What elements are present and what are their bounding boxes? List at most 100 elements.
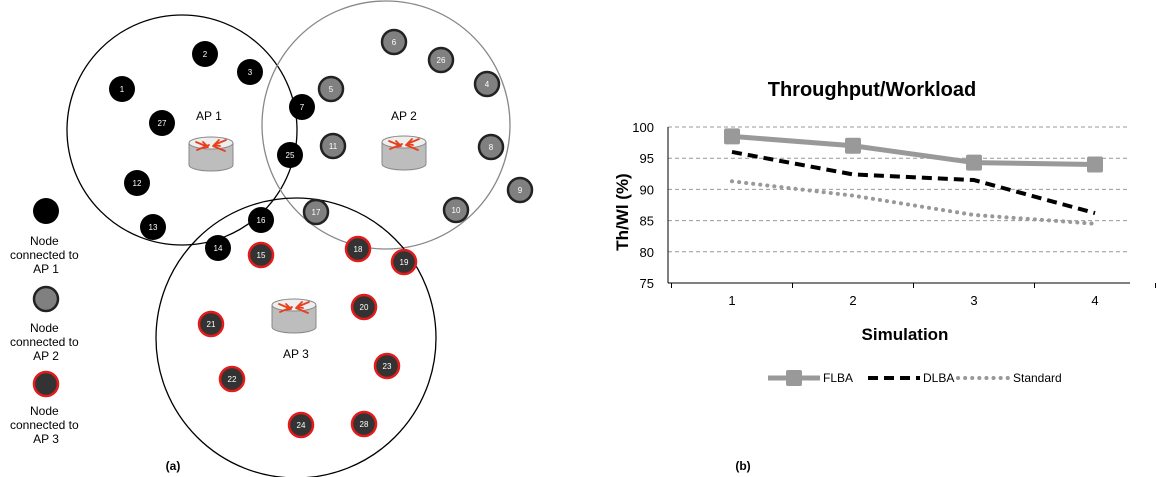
node-25: 25 xyxy=(277,142,303,168)
svg-text:7: 7 xyxy=(300,103,305,112)
svg-text:1: 1 xyxy=(120,85,125,94)
ap2-label: AP 2 xyxy=(391,109,417,123)
y-tick-label: 100 xyxy=(632,120,654,135)
svg-text:Node connected to: Node connected to AP 2 xyxy=(10,321,82,363)
svg-text:16: 16 xyxy=(257,216,266,225)
legend-ap1-swatch xyxy=(33,198,59,224)
legend-label-dlba: DLBA xyxy=(923,371,954,385)
svg-text:17: 17 xyxy=(312,208,321,217)
node-20: 20 xyxy=(350,293,378,321)
svg-text:15: 15 xyxy=(257,251,266,260)
series-line-dlba xyxy=(731,149,1096,216)
y-tick-label: 85 xyxy=(640,214,654,229)
router-icon xyxy=(188,136,234,172)
chart-gridlines xyxy=(667,126,1156,288)
legend-ap2-line1: Node xyxy=(30,321,59,335)
node-18: 18 xyxy=(344,235,372,263)
node-22: 22 xyxy=(218,365,246,393)
router-icon xyxy=(271,298,317,334)
node-23: 23 xyxy=(373,352,401,380)
svg-text:4: 4 xyxy=(485,80,490,89)
node-10: 10 xyxy=(442,196,470,224)
node-5: 5 xyxy=(317,75,345,103)
access-point-1: AP 1 xyxy=(188,109,234,172)
node-2: 2 xyxy=(192,41,218,67)
node-15: 15 xyxy=(247,241,275,269)
y-tick-label: 80 xyxy=(640,245,654,260)
node-12: 12 xyxy=(124,170,150,196)
node-16: 16 xyxy=(248,207,274,233)
y-tick-label: 95 xyxy=(640,151,654,166)
svg-text:21: 21 xyxy=(207,320,216,329)
chart-title: Throughput/Workload xyxy=(768,79,977,101)
svg-text:6: 6 xyxy=(392,38,397,47)
node-1: 1 xyxy=(109,76,135,102)
node-9: 9 xyxy=(506,176,534,204)
x-tick-label: 3 xyxy=(970,293,977,308)
series-point-flba xyxy=(724,128,740,145)
x-tick-label: 4 xyxy=(1091,293,1098,308)
diagram-caption: (a) xyxy=(166,459,181,473)
svg-text:19: 19 xyxy=(400,258,409,267)
svg-text:Node connected to: Node connected to AP 1 xyxy=(10,234,82,276)
svg-text:24: 24 xyxy=(297,421,306,430)
svg-text:5: 5 xyxy=(329,85,334,94)
access-point-3: AP 3 xyxy=(271,298,317,361)
svg-text:23: 23 xyxy=(383,362,392,371)
svg-text:14: 14 xyxy=(214,244,223,253)
legend-label-flba: FLBA xyxy=(823,371,853,385)
chart-caption: (b) xyxy=(735,459,750,473)
svg-text:20: 20 xyxy=(360,303,369,312)
svg-text:12: 12 xyxy=(133,179,142,188)
y-tick-label: 90 xyxy=(640,182,654,197)
svg-text:10: 10 xyxy=(452,206,461,215)
legend-marker-flba xyxy=(786,370,802,386)
x-axis-title: Simulation xyxy=(862,325,949,344)
chart-legend: FLBA DLBA Standard xyxy=(768,370,1062,386)
x-tick-label: 1 xyxy=(728,293,735,308)
ap1-coverage-area xyxy=(66,14,298,246)
chart-series xyxy=(724,128,1103,226)
node-17: 17 xyxy=(302,198,330,226)
node-4: 4 xyxy=(473,70,501,98)
node-8: 8 xyxy=(477,133,505,161)
svg-text:8: 8 xyxy=(489,143,494,152)
series-line-flba xyxy=(731,133,1096,167)
svg-text:3: 3 xyxy=(248,68,253,77)
series-point-flba xyxy=(1087,156,1103,173)
legend-ap3-line3: AP 3 xyxy=(33,432,59,446)
svg-text:13: 13 xyxy=(149,223,158,232)
legend-ap2-line3: AP 2 xyxy=(33,349,59,363)
svg-text:18: 18 xyxy=(354,245,363,254)
legend-ap2-swatch xyxy=(32,285,60,313)
svg-text:Node connected to: Node connected to AP 3 xyxy=(10,404,82,446)
svg-text:28: 28 xyxy=(360,420,369,429)
node-21: 21 xyxy=(197,310,225,338)
node-7: 7 xyxy=(289,94,315,120)
svg-text:11: 11 xyxy=(329,142,338,151)
svg-text:2: 2 xyxy=(203,50,208,59)
legend-ap1-line2: connected to xyxy=(10,248,79,262)
node-14: 14 xyxy=(205,235,231,261)
legend-ap3-swatch xyxy=(32,370,60,398)
svg-text:9: 9 xyxy=(518,186,523,195)
ap3-label: AP 3 xyxy=(283,347,309,361)
legend-label-standard: Standard xyxy=(1013,371,1062,385)
y-tick-label: 75 xyxy=(640,276,654,291)
series-point-flba xyxy=(966,154,982,171)
series-point-flba xyxy=(845,137,861,154)
x-tick-label: 2 xyxy=(849,293,856,308)
svg-text:27: 27 xyxy=(158,119,167,128)
series-line-standard xyxy=(730,179,1097,226)
legend-ap1-line3: AP 1 xyxy=(33,262,59,276)
node-6: 6 xyxy=(380,28,408,56)
svg-text:22: 22 xyxy=(228,375,237,384)
ap3-coverage-area xyxy=(155,197,437,477)
node-3: 3 xyxy=(237,59,263,85)
svg-text:25: 25 xyxy=(286,151,295,160)
ap1-label: AP 1 xyxy=(196,109,222,123)
chart-x-ticks: 1 2 3 4 xyxy=(728,293,1098,308)
router-icon xyxy=(381,135,427,171)
legend-ap3-line2: connected to xyxy=(10,418,79,432)
